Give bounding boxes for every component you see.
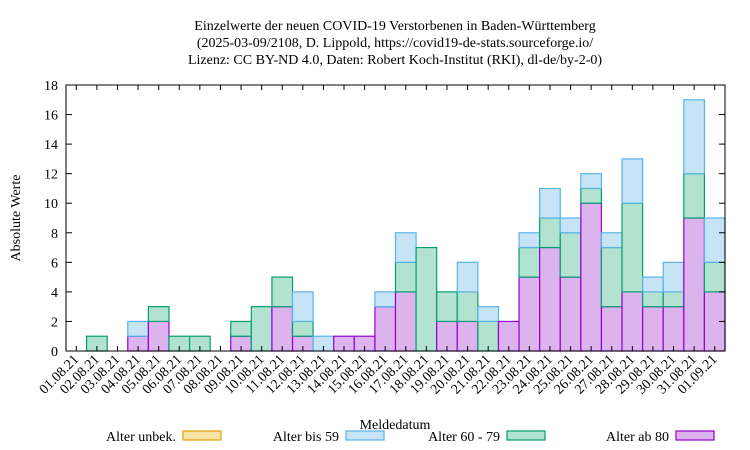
bar-alter-bis-59-20.08.21 <box>456 261 479 293</box>
legend-label: Alter unbek. <box>106 430 176 445</box>
bar-alter-60-79-17.08.21 <box>394 261 417 293</box>
legend-swatch <box>675 430 715 441</box>
bar-alter-ab-80-28.08.21 <box>621 291 644 352</box>
legend-label: Alter bis 59 <box>273 430 339 445</box>
bar-alter-bis-59-04.08.21 <box>127 320 149 337</box>
legend-swatch <box>506 430 546 441</box>
bars <box>85 99 726 352</box>
bar-alter-60-79-29.08.21 <box>642 291 664 308</box>
bar-alter-bis-59-25.08.21 <box>559 217 582 234</box>
bar-alter-ab-80-11.08.21 <box>271 306 294 352</box>
bar-alter-bis-59-21.08.21 <box>477 306 500 323</box>
bar-alter-60-79-05.08.21 <box>147 306 170 323</box>
bar-alter-60-79-12.08.21 <box>291 320 314 337</box>
bar-alter-bis-59-17.08.21 <box>394 232 417 263</box>
bar-alter-bis-59-01.09.21 <box>703 217 726 263</box>
bar-alter-ab-80-24.08.21 <box>539 246 561 352</box>
legend: Alter unbek. Alter bis 59 Alter 60 - 79 Alt… <box>106 430 715 445</box>
bar-alter-bis-59-12.08.21 <box>291 291 314 323</box>
bar-alter-60-79-09.08.21 <box>230 320 252 337</box>
bar-alter-ab-80-25.08.21 <box>559 276 582 352</box>
bar-alter-60-79-23.08.21 <box>518 246 541 278</box>
bar-alter-ab-80-26.08.21 <box>580 202 603 352</box>
y-tick-label: 2 <box>51 315 58 330</box>
bar-alter-bis-59-16.08.21 <box>374 291 397 308</box>
bar-alter-60-79-28.08.21 <box>621 202 644 293</box>
bar-alter-60-79-19.08.21 <box>436 291 458 323</box>
bar-alter-bis-59-24.08.21 <box>539 187 561 219</box>
y-tick-label: 10 <box>44 197 58 212</box>
bar-alter-60-79-01.09.21 <box>703 261 726 293</box>
bar-alter-60-79-18.08.21 <box>415 246 438 352</box>
bar-alter-bis-59-29.08.21 <box>642 276 664 293</box>
bar-alter-60-79-31.08.21 <box>683 173 705 219</box>
bar-alter-ab-80-17.08.21 <box>394 291 417 352</box>
bar-alter-bis-59-31.08.21 <box>683 99 705 175</box>
y-tick-label: 14 <box>44 138 58 153</box>
bar-alter-bis-59-23.08.21 <box>518 232 541 249</box>
bar-alter-60-79-20.08.21 <box>456 291 479 323</box>
y-axis-label: Absolute Werte <box>9 175 24 262</box>
bar-alter-60-79-24.08.21 <box>539 217 561 249</box>
legend-swatch <box>182 430 222 441</box>
chart-title-line-2: (2025-03-09/2108, D. Lippold, https://co… <box>197 36 593 51</box>
bar-alter-bis-59-30.08.21 <box>662 261 685 293</box>
bar-alter-ab-80-29.08.21 <box>642 306 664 352</box>
bar-alter-ab-80-23.08.21 <box>518 276 541 352</box>
bar-alter-bis-59-28.08.21 <box>621 158 644 204</box>
bar-alter-ab-80-30.08.21 <box>662 306 685 352</box>
legend-label: Alter ab 80 <box>606 430 669 445</box>
bar-alter-bis-59-27.08.21 <box>600 232 623 249</box>
x-axis-label: Meldedatum <box>360 418 431 433</box>
bar-alter-ab-80-16.08.21 <box>374 306 397 352</box>
legend-swatch <box>345 430 385 441</box>
chart-title: Einzelwerte der neuen COVID-19 Verstorbe… <box>188 19 602 68</box>
bar-alter-60-79-10.08.21 <box>250 306 273 352</box>
bar-alter-60-79-26.08.21 <box>580 187 603 204</box>
bar-alter-bis-59-26.08.21 <box>580 173 603 190</box>
y-tick-label: 0 <box>51 345 58 360</box>
plot-frame <box>65 84 726 352</box>
bar-alter-60-79-27.08.21 <box>600 246 623 308</box>
chart-title-line-3: Lizenz: CC BY-ND 4.0, Daten: Robert Koch… <box>188 53 602 68</box>
y-tick-label: 4 <box>51 286 58 301</box>
y-tick-label: 6 <box>51 256 58 271</box>
y-tick-label: 18 <box>44 79 58 94</box>
bar-alter-ab-80-27.08.21 <box>600 306 623 352</box>
bar-alter-60-79-11.08.21 <box>271 276 294 308</box>
chart-title-line-1: Einzelwerte der neuen COVID-19 Verstorbe… <box>194 19 595 34</box>
y-tick-label: 8 <box>51 227 58 242</box>
y-tick-label: 12 <box>44 168 58 183</box>
y-tick-label: 16 <box>44 109 58 124</box>
bar-alter-60-79-25.08.21 <box>559 232 582 278</box>
bar-alter-ab-80-31.08.21 <box>683 217 705 352</box>
legend-label: Alter 60 - 79 <box>428 430 500 445</box>
bar-alter-60-79-30.08.21 <box>662 291 685 308</box>
y-axis: 0 2 4 6 8 10 12 14 16 18 <box>44 79 725 360</box>
